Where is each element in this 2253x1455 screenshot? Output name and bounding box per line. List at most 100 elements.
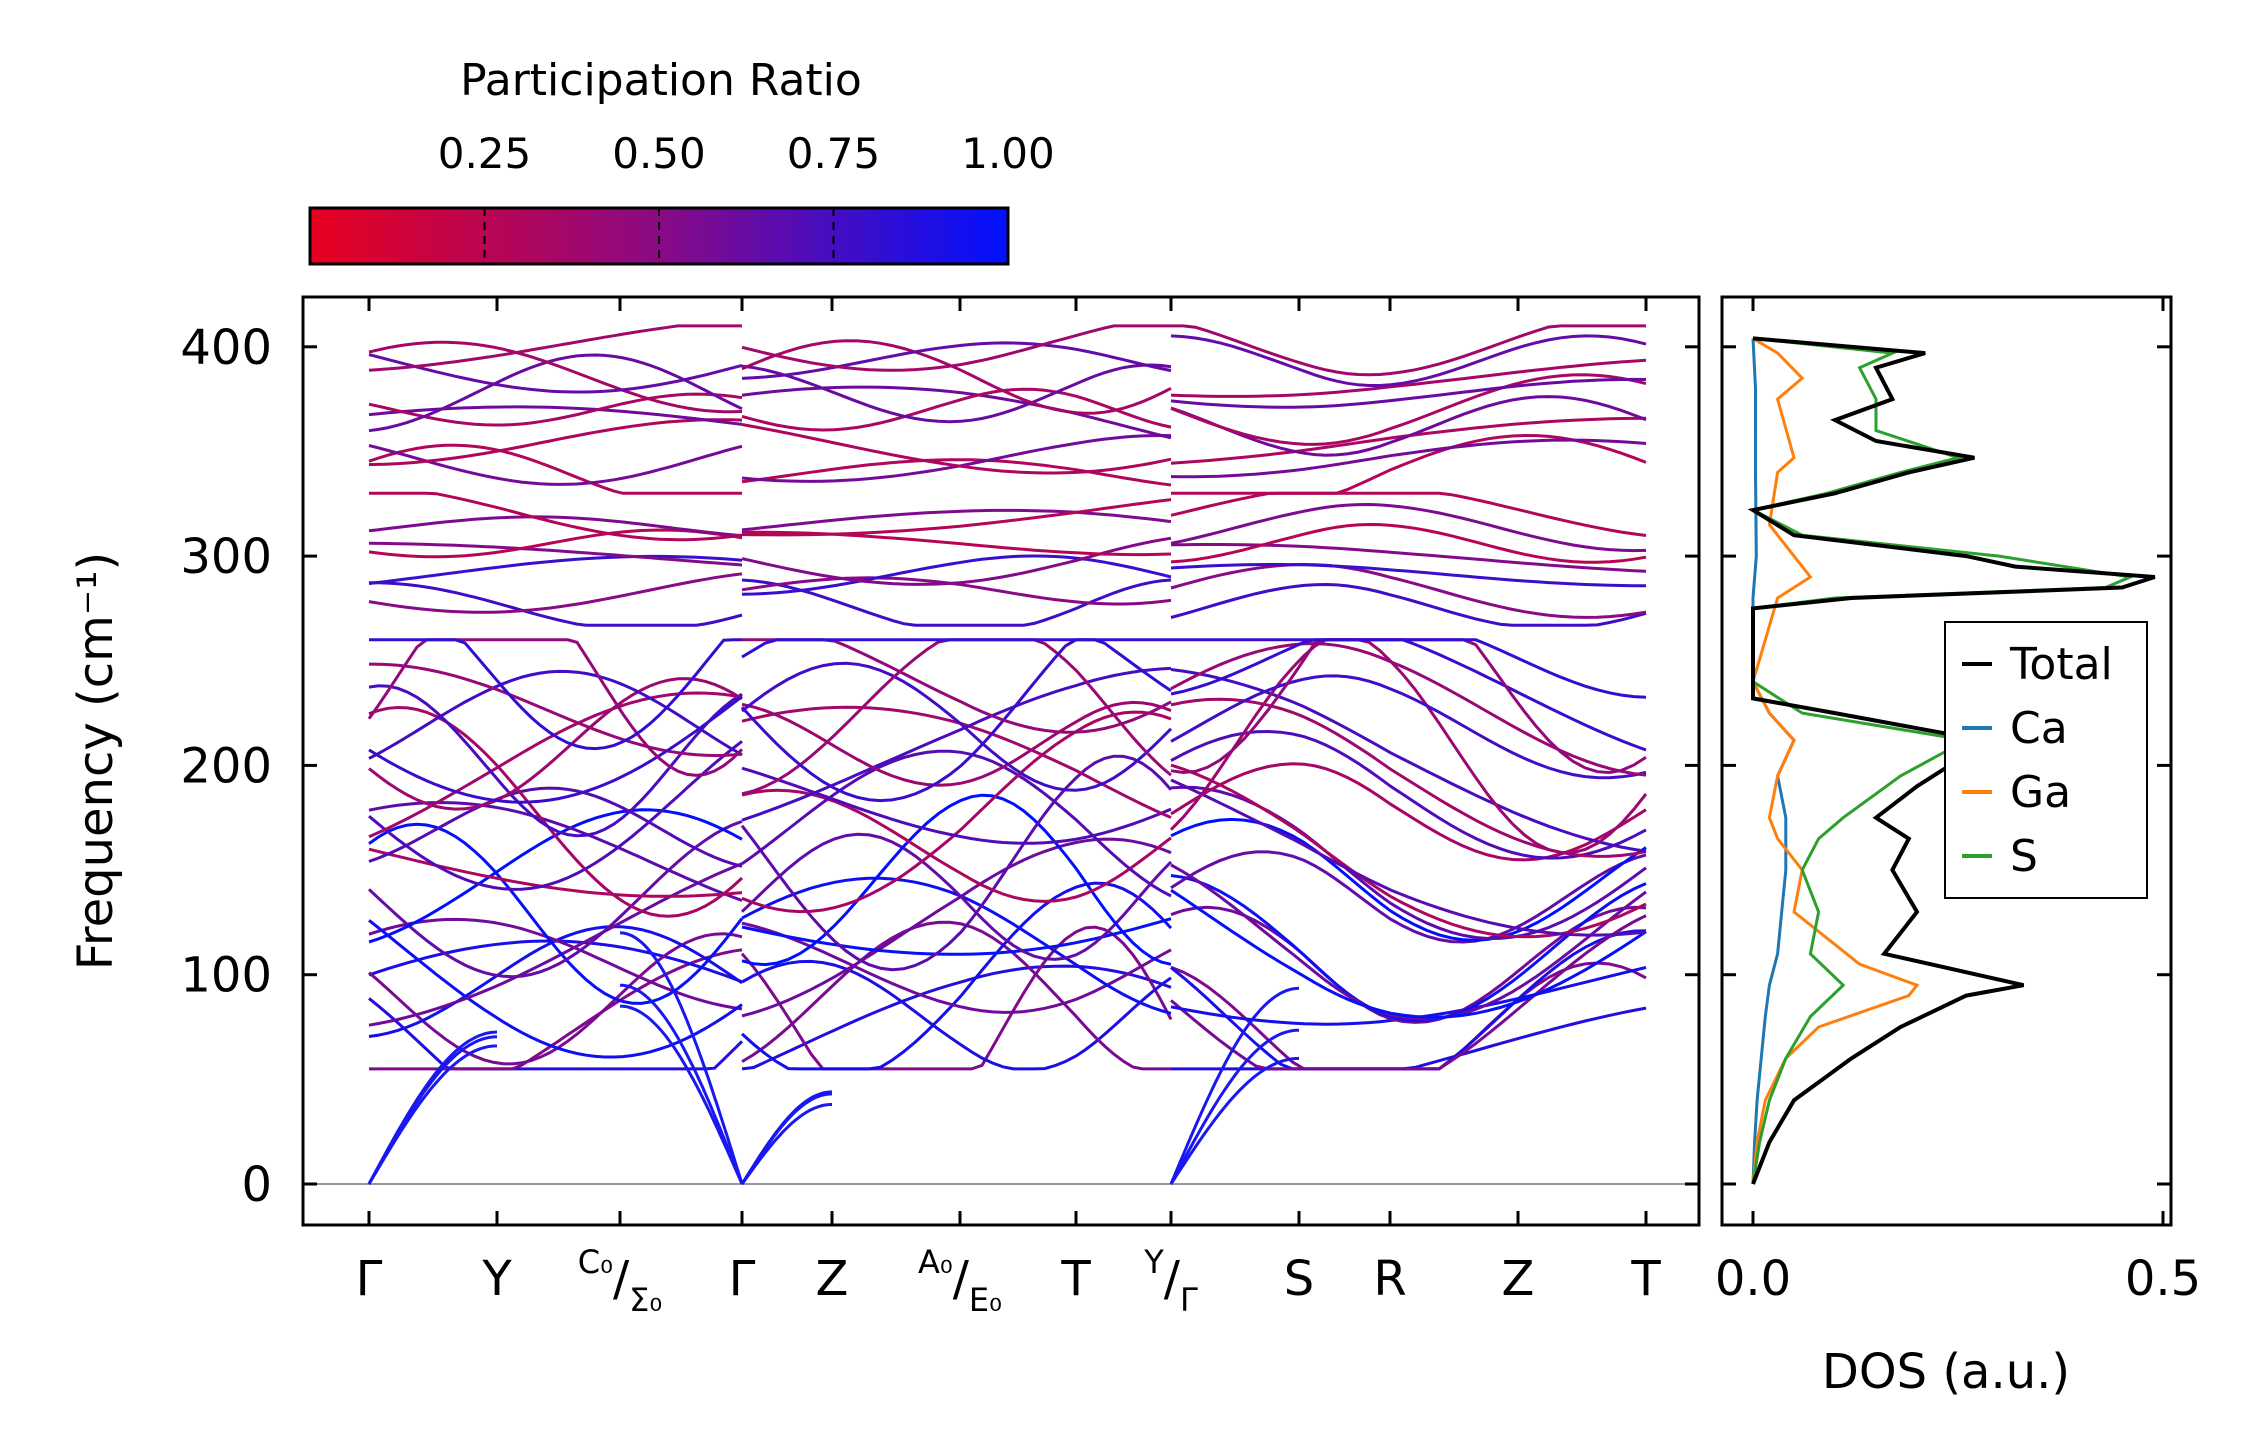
dos-line-total	[1747, 336, 2156, 1185]
phonon-band	[1170, 642, 1647, 777]
phonon-band	[368, 822, 744, 1005]
x-tick-label: Z	[816, 1251, 849, 1307]
phonon-band	[369, 581, 743, 627]
phonon-band	[740, 638, 1171, 803]
y-axis-label: Frequency (cm⁻¹)	[68, 552, 124, 970]
phonon-band	[1170, 729, 1647, 860]
phonon-band	[1170, 522, 1647, 564]
acoustic-band	[367, 1030, 498, 1185]
phonon-band	[368, 997, 744, 1071]
colorbar: Participation Ratio 0.25 0.50 0.75 1.00	[308, 55, 1055, 266]
phonon-band	[741, 749, 1172, 898]
phonon-band	[1170, 929, 1647, 1071]
colorbar-tick-label: 0.50	[612, 129, 706, 178]
phonon-band	[368, 695, 743, 804]
phonon-band	[1170, 334, 1647, 387]
phonon-band	[741, 793, 1172, 967]
phonon-band	[368, 684, 743, 838]
phonon-band	[1170, 563, 1646, 588]
phonon-band	[368, 786, 743, 868]
phonon-band	[1170, 638, 1647, 699]
legend-frame	[1944, 621, 2148, 899]
phonon-band	[741, 536, 1172, 586]
phonon-band	[741, 578, 1172, 627]
dos-panel: 0.0 0.5 DOS (a.u.) Total Ca Ga S	[1715, 295, 2201, 1400]
phonon-band	[1170, 373, 1647, 446]
phonon-band	[368, 541, 743, 567]
phonon-band	[1170, 502, 1647, 553]
x-tick-label: T	[1060, 1251, 1091, 1307]
x-tick-label: T	[1630, 1251, 1661, 1307]
phonon-band	[368, 353, 743, 394]
phonon-band	[741, 638, 1172, 693]
phonon-band	[368, 808, 743, 944]
phonon-band	[1170, 438, 1647, 479]
phonon-band	[741, 433, 1172, 483]
acoustic-band	[367, 1044, 498, 1185]
phonon-band	[368, 405, 743, 426]
colorbar-tick-label: 0.25	[438, 129, 532, 178]
phonon-band	[741, 920, 1171, 1071]
phonon-band	[369, 491, 743, 542]
phonon-band	[1170, 762, 1647, 862]
x-tick-label: S	[1284, 1251, 1314, 1307]
phonon-band	[741, 458, 1172, 487]
phonon-band	[368, 443, 742, 495]
phonon-band	[1170, 543, 1647, 573]
phonon-band	[741, 339, 1172, 415]
x-tick-label: Y/Γ	[1143, 1243, 1198, 1319]
phonon-band	[1170, 817, 1647, 942]
phonon-band	[368, 515, 743, 538]
phonon-band	[741, 554, 1172, 596]
phonon-band	[741, 661, 1173, 792]
y-tick-label: 400	[180, 320, 272, 376]
phonon-band	[368, 392, 743, 427]
phonon-band	[1170, 850, 1647, 944]
dos-line-ca	[1751, 338, 1796, 1185]
phonon-band	[741, 498, 1172, 537]
phonon-band	[741, 917, 1172, 956]
phonon-band	[369, 638, 742, 751]
phonon-band	[1169, 638, 1648, 855]
phonon-band	[1170, 358, 1647, 398]
phonon-band	[740, 754, 1173, 972]
x-tick-label: A₀/E₀	[918, 1243, 1002, 1319]
phonon-band	[741, 700, 1172, 787]
phonon-band	[741, 964, 1172, 1071]
phonon-band	[1170, 778, 1647, 937]
phonon-band	[1170, 674, 1647, 780]
phonon-band	[741, 837, 1172, 1018]
phonon-band	[741, 959, 1172, 1071]
phonon-band	[368, 572, 743, 614]
phonon-band	[741, 363, 1172, 424]
phonon-band	[368, 862, 743, 1027]
legend-label: Total	[2009, 639, 2113, 690]
phonon-band	[741, 666, 1172, 822]
x-tick-label: Z	[1502, 1251, 1535, 1307]
y-tick-label: 300	[180, 529, 272, 585]
phonon-band	[741, 705, 1172, 819]
phonon-band	[1170, 562, 1647, 619]
legend-label: Ca	[2010, 703, 2068, 754]
phonon-band	[741, 387, 1172, 432]
phonon-band	[741, 710, 1172, 914]
y-tick-label: 100	[180, 948, 272, 1004]
phonon-band	[741, 423, 1172, 475]
acoustic-band	[1169, 1056, 1300, 1185]
phonon-band	[367, 819, 743, 979]
phonon-band	[368, 669, 743, 760]
phonon-band	[368, 705, 744, 918]
phonon-band	[1171, 324, 1646, 377]
phonon-band	[741, 788, 1172, 903]
phonon-band	[368, 662, 743, 758]
x-tick-label: Γ	[729, 1251, 756, 1307]
phonon-band	[741, 876, 1172, 1015]
phonon-band	[1170, 874, 1647, 1023]
dos-line-ga	[1751, 337, 1920, 1185]
phonon-band	[741, 341, 1172, 380]
phonon-band	[369, 948, 743, 1071]
phonon-band	[1170, 582, 1647, 627]
x-tick-label: R	[1373, 1251, 1406, 1307]
acoustic-band	[619, 983, 744, 1185]
phonon-band	[368, 340, 743, 414]
